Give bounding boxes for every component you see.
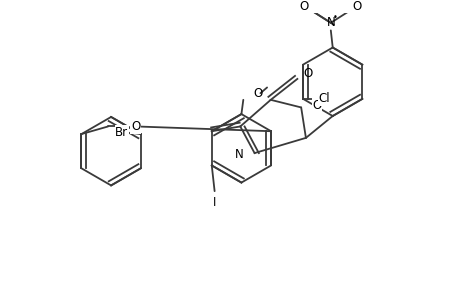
Text: O: O [253,87,263,100]
Text: O: O [299,0,308,13]
Text: I: I [213,196,216,209]
Text: N: N [326,16,335,29]
Text: O: O [131,120,140,133]
Text: Br: Br [115,126,128,139]
Text: O: O [352,0,361,13]
Text: Cl: Cl [318,92,329,105]
Text: •: • [332,13,337,22]
Text: O: O [302,67,312,80]
Text: O: O [312,99,321,112]
Text: N: N [234,148,243,160]
